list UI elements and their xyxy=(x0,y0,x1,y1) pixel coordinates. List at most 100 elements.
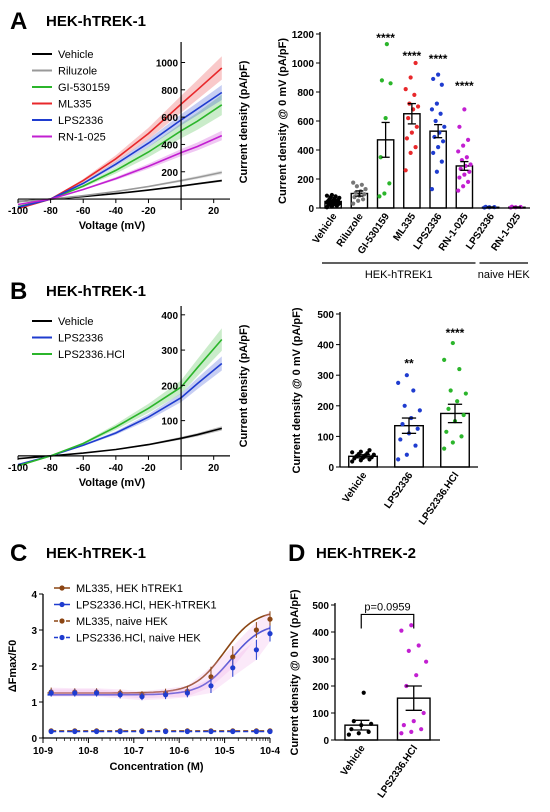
data-point-2-0 xyxy=(442,446,447,451)
data-point-3-4 xyxy=(139,728,145,735)
x-tick-label-4: -20 xyxy=(141,206,156,217)
data-point-4-13 xyxy=(439,82,444,87)
y-tick-label-0: 200 xyxy=(161,168,178,179)
data-point-3-5 xyxy=(162,728,169,735)
x-tick-label-5: 20 xyxy=(208,206,220,217)
data-point-2-6 xyxy=(379,78,385,83)
data-point-5-8 xyxy=(468,162,473,167)
data-point-2-2 xyxy=(387,181,392,186)
y-tick-label-5: 1000 xyxy=(292,59,315,70)
panel-B-title: HEK-hTREK-1 xyxy=(46,283,146,300)
x-tick-label-1: -80 xyxy=(43,206,58,217)
x-tick-label-0: Vehicle xyxy=(339,743,368,778)
x-tick-label-3: -40 xyxy=(109,463,124,474)
data-point-3-8 xyxy=(415,104,421,109)
data-point-1-2 xyxy=(419,727,424,732)
chart-A-iv: -100 -80 -60 -40 -20 20 200 400 600 800 1000 Voltag… xyxy=(8,42,250,232)
y-tick-label-1: 200 xyxy=(297,175,314,186)
y-tick-label-0: 0 xyxy=(323,736,329,747)
y-tick-label-2: 400 xyxy=(297,146,314,157)
data-point-1-11 xyxy=(351,180,356,185)
x-tick-label-4: 10-5 xyxy=(215,746,235,757)
data-point-2-7 xyxy=(455,399,460,404)
data-point-5-14 xyxy=(457,124,462,129)
series-line-2 xyxy=(17,338,223,467)
legend-label-3: LPS2336.HCl, naive HEK xyxy=(76,633,201,645)
data-point-1-7 xyxy=(414,673,419,678)
data-point-5-10 xyxy=(464,155,469,160)
sem-band-0 xyxy=(51,611,271,699)
data-point-3-6 xyxy=(184,728,190,735)
y-tick-label-2: 200 xyxy=(317,402,334,413)
series-band-1 xyxy=(18,170,222,202)
data-point-4-10 xyxy=(438,111,443,116)
y-tick-label-4: 400 xyxy=(312,628,329,639)
data-point-0-2 xyxy=(366,729,371,735)
data-point-1-2 xyxy=(93,690,100,696)
panel-C-letter: C xyxy=(10,540,27,567)
data-point-3-4 xyxy=(409,130,414,135)
data-point-1-7 xyxy=(208,683,214,689)
data-point-4-2 xyxy=(439,159,444,164)
data-point-1-12 xyxy=(404,373,409,378)
data-point-5-13 xyxy=(465,137,471,142)
y-tick-label-6: 1200 xyxy=(292,30,315,41)
data-point-0-1 xyxy=(356,731,361,736)
series-line-0 xyxy=(17,427,222,460)
x-tick-label-1: LPS2336 xyxy=(383,470,416,511)
panel-D-title: HEK-hTREK-2 xyxy=(316,545,416,562)
data-point-2-5 xyxy=(461,412,466,418)
panel-A-letter: A xyxy=(10,8,27,35)
data-point-5-15 xyxy=(462,107,467,112)
data-point-1-5 xyxy=(421,710,426,716)
data-point-1-0 xyxy=(396,457,401,462)
significance-0: **** xyxy=(376,31,395,45)
data-point-3-6 xyxy=(406,116,411,121)
y-tick-label-5: 500 xyxy=(317,310,334,321)
y-tick-label-0: 0 xyxy=(328,463,334,474)
data-point-0-7 xyxy=(361,690,366,695)
significance-2: **** xyxy=(429,52,448,66)
data-point-3-1 xyxy=(72,728,78,735)
iv-y-axis-title: Current density (pA/pF) xyxy=(238,324,250,447)
x-tick-label-3: -40 xyxy=(109,206,124,217)
y-tick-label-0: 0 xyxy=(31,734,37,745)
data-point-0-12 xyxy=(358,449,363,454)
y-tick-label-3: 400 xyxy=(161,311,178,322)
y-axis-title: ΔFmax/F0 xyxy=(7,640,19,693)
data-point-4-12 xyxy=(434,101,439,106)
x-tick-label-2: -60 xyxy=(76,463,91,474)
data-point-3-1 xyxy=(408,150,413,155)
data-point-2-0 xyxy=(377,194,382,199)
data-point-3-11 xyxy=(403,87,408,92)
data-point-5-11 xyxy=(456,149,461,154)
data-point-2-7 xyxy=(384,42,389,47)
data-point-4-8 xyxy=(442,124,447,129)
data-point-1-6 xyxy=(184,690,190,696)
data-point-3-2 xyxy=(413,145,418,150)
data-point-1-2 xyxy=(413,443,418,448)
data-point-0-7 xyxy=(208,674,214,680)
data-point-3-9 xyxy=(253,728,259,735)
data-point-1-5 xyxy=(415,426,420,431)
data-point-3-5 xyxy=(414,124,419,129)
x-tick-label-0: Vehicle xyxy=(341,470,370,505)
data-point-0-5 xyxy=(369,721,374,726)
data-point-1-9 xyxy=(402,403,407,408)
chart-B-bar: Vehicle LPS2336 LPS2336.HCl 0 100 200 300 400 50… xyxy=(291,307,478,527)
y-tick-label-4: 1000 xyxy=(156,58,179,69)
y-tick-label-0: 100 xyxy=(161,417,178,428)
data-point-1-8 xyxy=(230,665,236,671)
data-point-1-4 xyxy=(411,719,416,724)
x-axis-title: Concentration (M) xyxy=(109,761,203,773)
data-point-2-5 xyxy=(388,81,393,86)
data-point-1-5 xyxy=(362,192,367,197)
data-point-3-13 xyxy=(413,60,418,66)
x-tick-label-1: LPS2336.HCl xyxy=(376,743,421,800)
data-point-1-8 xyxy=(363,187,368,192)
panel-D-letter: D xyxy=(288,540,305,567)
x-tick-label-2: -60 xyxy=(76,206,91,217)
legend-marker-2 xyxy=(59,618,65,624)
data-point-5-4 xyxy=(462,172,467,177)
x-tick-label-3: 10-6 xyxy=(169,746,189,757)
